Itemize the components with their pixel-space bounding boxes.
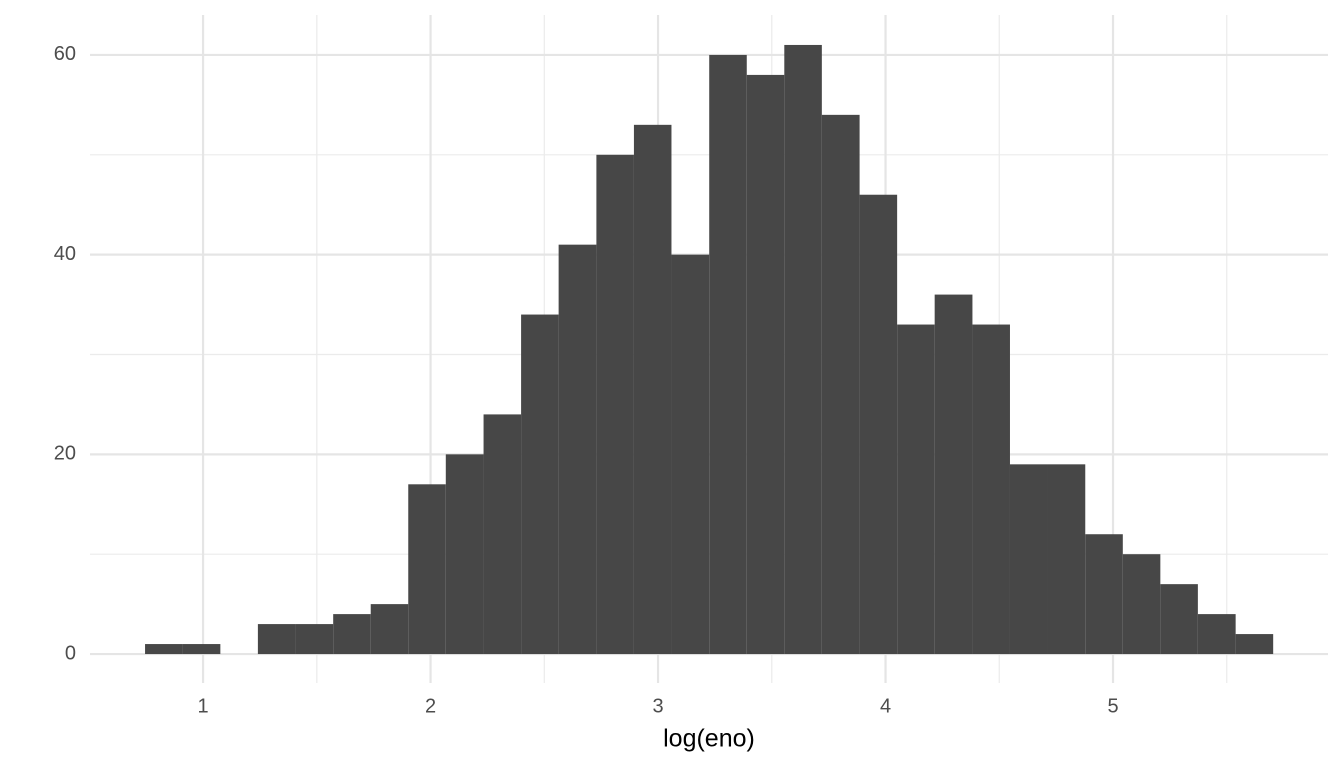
bar [1085,534,1123,655]
bar [408,484,446,655]
bar [972,324,1010,655]
bar [370,604,409,655]
bar [934,294,973,655]
y-tick-label: 40 [54,243,76,265]
bar [1009,464,1048,655]
bar [521,314,559,655]
bar [859,194,898,655]
bar [295,624,334,655]
bar [145,644,183,655]
bar [709,54,747,655]
y-tick-label: 60 [54,43,76,65]
bar [182,644,221,655]
bar [558,244,597,655]
x-tick-label: 1 [197,695,208,717]
x-tick-label: 4 [880,695,891,717]
bar [1047,464,1086,655]
y-tick-label: 0 [65,642,76,664]
bar [257,624,296,655]
bars [145,44,1274,655]
y-tick-label: 20 [54,443,76,465]
x-tick-label: 3 [652,695,663,717]
bar [1122,554,1161,655]
bar [746,74,785,655]
bar [1197,614,1236,655]
bar [1160,584,1198,655]
bar [671,254,710,655]
bar [897,324,935,655]
x-axis-title: log(eno) [663,725,755,753]
bar [784,44,822,655]
bar [821,114,860,655]
x-tick-label: 2 [425,695,436,717]
x-tick-label: 5 [1107,695,1118,717]
bar [445,454,484,655]
labels: 1 2 3 4 5 0 20 40 60 [54,43,1119,717]
bar [633,124,672,655]
bar [333,614,371,655]
bar [1235,634,1274,655]
bar [596,154,634,655]
bar [483,414,522,655]
